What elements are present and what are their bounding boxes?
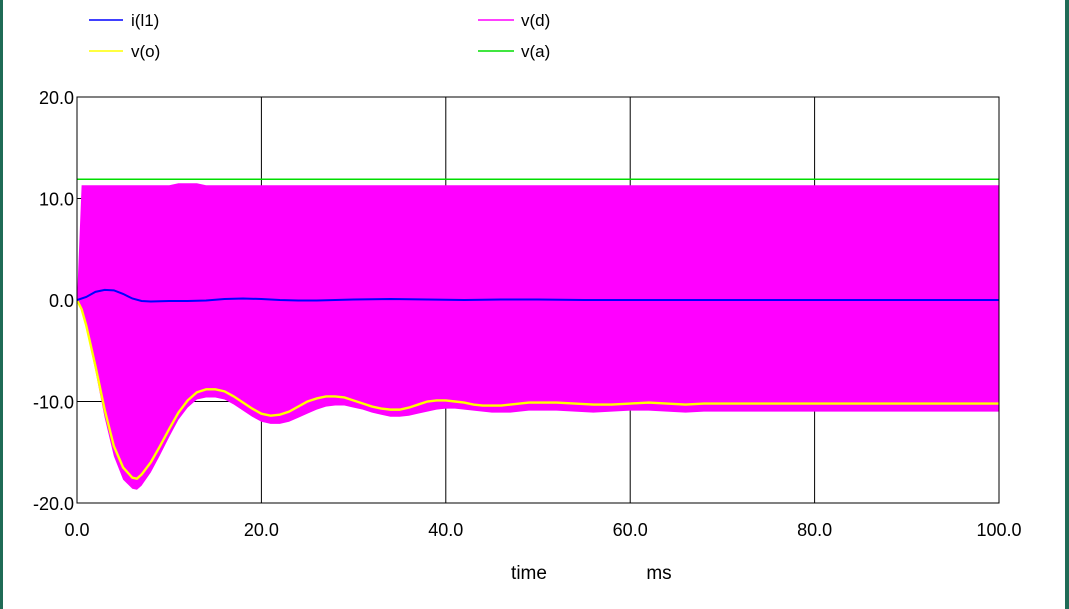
legend-label-v-a: v(a) [521, 42, 550, 61]
y-tick-label: -20.0 [33, 494, 74, 514]
y-tick-label: -10.0 [33, 393, 74, 413]
x-tick-label: 100.0 [976, 520, 1021, 540]
legend-label-i-l1: i(l1) [131, 11, 159, 30]
legend-entry-v-d[interactable]: v(d) [478, 11, 550, 30]
x-axis-label: time [511, 563, 547, 584]
x-tick-label: 80.0 [797, 520, 832, 540]
series-line-i-l1 [77, 288, 999, 303]
legend-entry-i-l1[interactable]: i(l1) [89, 11, 159, 30]
x-axis-ticks: 0.0 20.0 40.0 60.0 80.0 100.0 [64, 520, 1021, 540]
legend: i(l1) v(o) v(d) v(a) [89, 11, 550, 61]
x-tick-label: 60.0 [613, 520, 648, 540]
x-tick-label: 20.0 [244, 520, 279, 540]
y-tick-label: 0.0 [49, 291, 74, 311]
y-tick-label: 20.0 [39, 88, 74, 108]
legend-label-v-o: v(o) [131, 42, 160, 61]
y-tick-label: 10.0 [39, 190, 74, 210]
y-axis-ticks: 20.0 10.0 0.0 -10.0 -20.0 [33, 88, 74, 514]
legend-entry-v-o[interactable]: v(o) [89, 42, 160, 61]
x-tick-label: 40.0 [428, 520, 463, 540]
series-line-v-o [77, 299, 999, 480]
legend-entry-v-a[interactable]: v(a) [478, 42, 550, 61]
x-axis-unit: ms [646, 563, 671, 584]
transient-analysis-chart: i(l1) v(o) v(d) v(a) [33, 11, 1022, 584]
series-band-v-d [77, 183, 999, 490]
x-tick-label: 0.0 [64, 520, 89, 540]
plot-border [76, 96, 1000, 504]
legend-label-v-d: v(d) [521, 11, 550, 30]
